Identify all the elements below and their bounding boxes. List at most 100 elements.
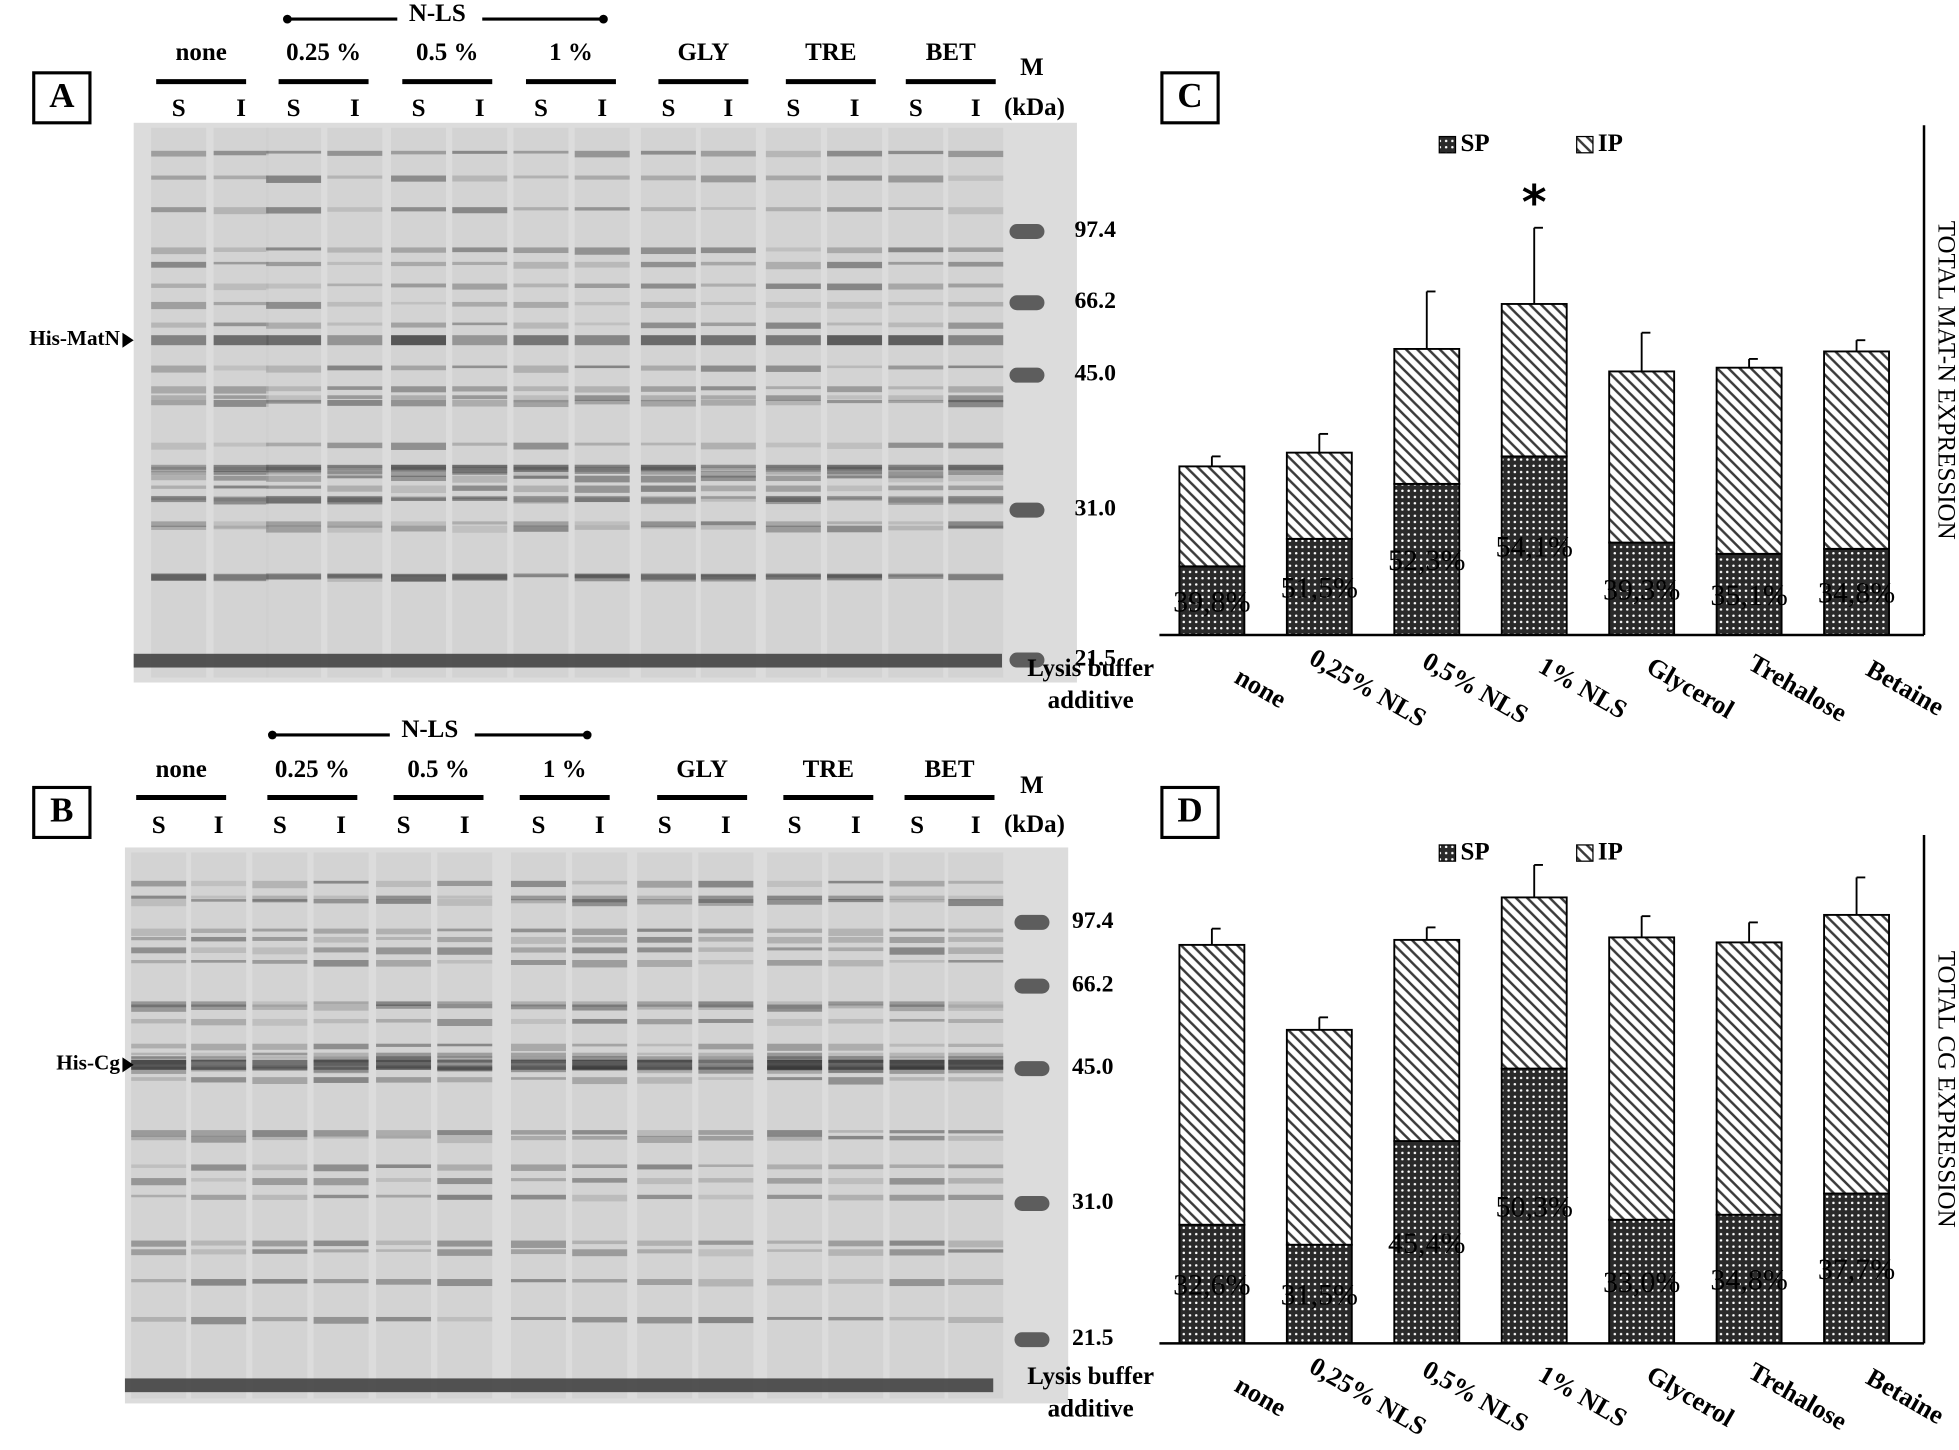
gel-band xyxy=(391,574,447,582)
gel-band xyxy=(637,1316,693,1324)
marker-unit: (kDa) xyxy=(1004,94,1065,121)
gel-band xyxy=(889,1279,945,1287)
gel-band xyxy=(888,261,944,265)
gel-band xyxy=(640,442,696,446)
marker-size: 66.2 xyxy=(1074,288,1116,314)
gel-band xyxy=(131,1043,187,1049)
gel-lane xyxy=(828,852,884,1399)
gel-band xyxy=(765,573,821,580)
gel-band xyxy=(266,395,322,403)
gel-band xyxy=(572,1316,628,1323)
gel-band xyxy=(513,386,569,392)
gel-band xyxy=(131,880,187,887)
gel-lane xyxy=(313,852,369,1399)
gel-band xyxy=(700,464,756,468)
gel-band xyxy=(765,475,821,482)
gel-band xyxy=(888,386,944,390)
gel-band xyxy=(767,1004,823,1012)
error-bar xyxy=(1533,863,1543,898)
gel-band xyxy=(948,207,1004,215)
gel-band xyxy=(888,464,944,470)
gel-band xyxy=(828,1018,884,1024)
error-bar xyxy=(1748,357,1758,368)
gel-band xyxy=(827,395,883,400)
gel-band xyxy=(391,335,447,346)
marker-band xyxy=(1009,224,1045,239)
gel-band xyxy=(574,574,630,578)
gel-band xyxy=(313,1194,369,1199)
gel-band xyxy=(510,880,566,888)
gel-band xyxy=(765,521,821,527)
gel-band xyxy=(510,1194,566,1200)
gel-band xyxy=(574,475,630,483)
gel-band xyxy=(640,497,696,505)
gel-band xyxy=(765,525,821,533)
gel-band xyxy=(948,301,1004,307)
gel-band xyxy=(252,1004,308,1010)
gel-band xyxy=(252,947,308,955)
gel-band xyxy=(572,1004,628,1011)
gel-band xyxy=(888,150,944,155)
soluble-fraction-label: 32,6% xyxy=(1173,1269,1250,1302)
gel-band xyxy=(313,899,369,904)
gel-band xyxy=(948,899,1004,907)
gel-band xyxy=(640,365,696,371)
gel-band xyxy=(637,928,693,932)
soluble-fraction-label: 35,1% xyxy=(1710,579,1787,612)
gel-band xyxy=(827,247,883,254)
gel-band xyxy=(888,301,944,306)
gel-band xyxy=(765,464,821,471)
gel-band xyxy=(266,283,322,289)
gel-band xyxy=(948,175,1004,181)
gel-band xyxy=(510,1130,566,1135)
gel-band xyxy=(637,1018,693,1025)
gel-band xyxy=(700,466,756,473)
gel-band xyxy=(572,1059,628,1070)
gel-band xyxy=(828,1194,884,1201)
gel-band xyxy=(948,395,1004,403)
gel-band xyxy=(698,1194,754,1200)
bar-segment xyxy=(1285,1028,1353,1246)
soluble-fraction-label: 54,1% xyxy=(1496,530,1573,563)
lane-label: I xyxy=(595,812,605,839)
gel-band xyxy=(637,1249,693,1254)
gel-band xyxy=(700,471,756,478)
gel-band xyxy=(827,495,883,500)
gel-band xyxy=(637,1135,693,1143)
gel-band xyxy=(765,466,821,472)
gel-band xyxy=(327,261,383,266)
gel-band xyxy=(327,301,383,307)
gel-band xyxy=(131,1279,187,1283)
gel-band xyxy=(252,1316,308,1322)
gel-band xyxy=(640,283,696,289)
gel-band xyxy=(376,1279,432,1285)
gel-band xyxy=(572,947,628,954)
gel-band xyxy=(948,573,1004,581)
bar-segment xyxy=(1393,348,1461,485)
gel-band xyxy=(213,574,269,581)
gel-band xyxy=(765,386,821,390)
gel-band xyxy=(327,475,383,479)
gel-band xyxy=(327,442,383,449)
gel-band xyxy=(191,880,247,887)
gel-band xyxy=(191,1135,247,1143)
gel-band xyxy=(948,497,1004,505)
error-bar xyxy=(1640,331,1651,372)
gel-band xyxy=(574,521,630,527)
gel-band xyxy=(266,525,322,533)
gel-band xyxy=(191,1052,247,1058)
gel-band xyxy=(327,386,383,390)
gel-band xyxy=(213,573,269,581)
gel-band xyxy=(700,247,756,254)
gel-band xyxy=(889,1052,945,1059)
gel-band xyxy=(437,899,493,906)
gel-band xyxy=(828,928,884,936)
gel-band xyxy=(888,283,944,290)
additive-label: N-LS xyxy=(401,716,458,743)
gel-band xyxy=(327,365,383,371)
gel-band xyxy=(889,1059,945,1070)
gel-band xyxy=(151,150,207,157)
marker-size: 97.4 xyxy=(1072,908,1114,934)
gel-lane xyxy=(640,127,696,678)
gel-band xyxy=(637,1279,693,1285)
